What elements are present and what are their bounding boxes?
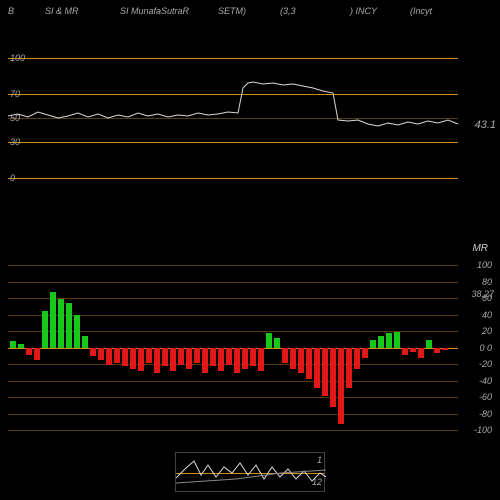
mr-gridline bbox=[8, 298, 458, 299]
mr-bar bbox=[322, 348, 328, 396]
mr-bar bbox=[250, 348, 256, 366]
mr-bar bbox=[194, 348, 200, 363]
mr-bar bbox=[274, 338, 280, 348]
mr-bar bbox=[234, 348, 240, 373]
mr-bar bbox=[266, 333, 272, 348]
mr-bar bbox=[426, 340, 432, 348]
mr-tick-label: 0 0 bbox=[479, 343, 492, 353]
mr-chart: 100806040200 0-20-40-60-80-10038.27 bbox=[8, 265, 458, 430]
mr-tick-label: 100 bbox=[477, 260, 492, 270]
mr-bar bbox=[394, 332, 400, 349]
mr-gridline bbox=[8, 364, 458, 365]
mr-bar bbox=[298, 348, 304, 373]
mr-bar bbox=[386, 333, 392, 348]
mr-gridline bbox=[8, 397, 458, 398]
mr-bar bbox=[362, 348, 368, 358]
mr-bar bbox=[202, 348, 208, 373]
mr-bar bbox=[186, 348, 192, 369]
mr-bar bbox=[354, 348, 360, 369]
mr-bar bbox=[418, 348, 424, 358]
header-item: (Incyt bbox=[410, 6, 432, 16]
mr-bar bbox=[18, 344, 24, 348]
mr-gridline bbox=[8, 414, 458, 415]
mr-tick-label: 20 bbox=[482, 326, 492, 336]
mr-bar bbox=[98, 348, 104, 360]
rsi-chart: 100705030043.1 bbox=[8, 58, 458, 178]
mr-bar bbox=[58, 299, 64, 349]
mr-bar bbox=[162, 348, 168, 366]
mr-tick-label: -60 bbox=[479, 392, 492, 402]
header-item: B bbox=[8, 6, 14, 16]
mr-gridline bbox=[8, 430, 458, 431]
mr-bar bbox=[410, 348, 416, 352]
mr-bar bbox=[42, 311, 48, 348]
mr-bar bbox=[90, 348, 96, 356]
mr-bar bbox=[210, 348, 216, 366]
header-item: SI MunafaSutraR bbox=[120, 6, 189, 16]
header-item: ) INCY bbox=[350, 6, 377, 16]
mr-gridline bbox=[8, 282, 458, 283]
mr-bar bbox=[106, 348, 112, 365]
mr-gridline bbox=[8, 265, 458, 266]
mr-bar bbox=[330, 348, 336, 407]
mr-bar bbox=[370, 340, 376, 348]
mr-bar bbox=[138, 348, 144, 371]
mr-tick-label: -20 bbox=[479, 359, 492, 369]
header-item: SI & MR bbox=[45, 6, 79, 16]
rsi-gridline bbox=[8, 178, 458, 179]
mr-bar bbox=[122, 348, 128, 366]
mr-bar bbox=[178, 348, 184, 365]
mr-gridline bbox=[8, 348, 458, 349]
mini-label: 12 bbox=[312, 477, 322, 487]
rsi-current-value: 43.1 bbox=[475, 119, 496, 131]
mr-bar bbox=[442, 348, 448, 350]
mr-bar bbox=[306, 348, 312, 379]
mr-bar bbox=[258, 348, 264, 371]
mini-chart: 1 12 bbox=[175, 452, 325, 492]
mr-label: MR bbox=[472, 243, 488, 254]
mr-bar bbox=[346, 348, 352, 388]
mr-bar bbox=[338, 348, 344, 424]
header-item: (3,3 bbox=[280, 6, 296, 16]
mr-bar bbox=[154, 348, 160, 373]
mr-bar bbox=[170, 348, 176, 371]
mr-bar bbox=[226, 348, 232, 365]
mini-label: 1 bbox=[317, 455, 322, 465]
mr-bar bbox=[10, 341, 16, 348]
mr-bar bbox=[242, 348, 248, 369]
mr-bar bbox=[114, 348, 120, 363]
mr-tick-label: -40 bbox=[479, 376, 492, 386]
mr-bar bbox=[146, 348, 152, 363]
mr-bar bbox=[50, 292, 56, 348]
header-item: SETM) bbox=[218, 6, 246, 16]
mr-bar bbox=[26, 348, 32, 355]
mr-bar bbox=[434, 348, 440, 353]
mr-tick-label: 40 bbox=[482, 310, 492, 320]
mr-bar bbox=[402, 348, 408, 355]
mr-bar bbox=[378, 336, 384, 348]
mr-tick-label: 80 bbox=[482, 277, 492, 287]
mr-gridline bbox=[8, 381, 458, 382]
mr-bar bbox=[130, 348, 136, 369]
mr-bar bbox=[34, 348, 40, 360]
mr-bar bbox=[66, 303, 72, 348]
mr-bar bbox=[82, 336, 88, 348]
mr-tick-label: -100 bbox=[474, 425, 492, 435]
mr-bar bbox=[290, 348, 296, 369]
mr-bar bbox=[314, 348, 320, 388]
mr-bar bbox=[282, 348, 288, 363]
mr-tick-label: -80 bbox=[479, 409, 492, 419]
mr-bar bbox=[74, 315, 80, 348]
mr-annotation: 38.27 bbox=[471, 289, 494, 299]
mr-bar bbox=[218, 348, 224, 371]
